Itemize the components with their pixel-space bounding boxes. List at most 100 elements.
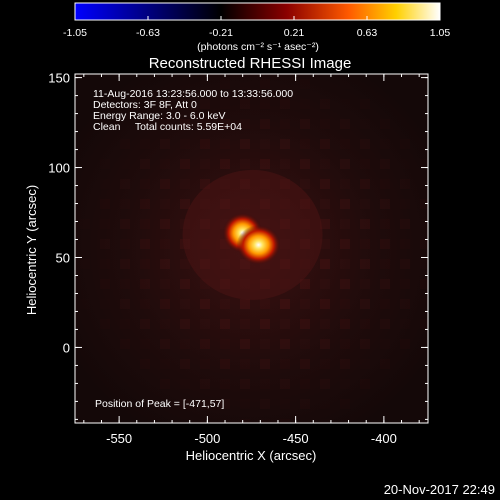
pattern-cell [160,179,170,189]
pattern-cell [340,119,350,129]
pattern-cell [140,299,150,309]
pattern-cell [380,319,390,329]
pattern-cell [140,159,150,169]
info-clean-counts: Clean Total counts: 5.59E+04 [93,121,242,133]
pattern-cell [300,379,310,389]
pattern-cell [360,159,370,169]
pattern-cell [380,299,390,309]
info-energy-range: Energy Range: 3.0 - 6.0 keV [93,110,226,122]
colorbar-tick-label: 1.05 [430,27,451,39]
pattern-cell [340,399,350,409]
pattern-cell [200,319,210,329]
pattern-cell [400,159,410,169]
pattern-cell [120,219,130,229]
pattern-cell [240,339,250,349]
pattern-cell [120,259,130,269]
pattern-cell [180,119,190,129]
pattern-cell [200,119,210,129]
pattern-cell [180,139,190,149]
pattern-cell [340,379,350,389]
x-axis-label: Heliocentric X (arcsec) [186,448,317,463]
info-detectors: Detectors: 3F 8F, Att 0 [93,99,197,111]
pattern-cell [380,359,390,369]
pattern-cell [380,259,390,269]
pattern-cell [160,359,170,369]
pattern-cell [300,319,310,329]
colorbar-unit-label: (photons cm⁻² s⁻¹ asec⁻²) [197,41,319,53]
pattern-cell [380,119,390,129]
pattern-cell [280,159,290,169]
pattern-cell [300,359,310,369]
pattern-cell [380,339,390,349]
pattern-cell [340,299,350,309]
pattern-cell [200,179,210,189]
y-axis-label: Heliocentric Y (arcsec) [24,185,39,315]
pattern-cell [200,279,210,289]
pattern-cell [200,339,210,349]
pattern-cell [340,219,350,229]
pattern-cell [420,199,428,209]
pattern-cell [120,139,130,149]
pattern-cell [320,219,330,229]
x-tick-label: -450 [283,431,309,446]
pattern-cell [360,339,370,349]
pattern-cell [300,79,310,89]
pattern-cell [180,299,190,309]
pattern-cell [340,139,350,149]
pattern-cell [260,79,270,89]
pattern-cell [300,339,310,349]
pattern-cell [100,159,110,169]
pattern-cell [280,339,290,349]
pattern-cell [140,179,150,189]
pattern-cell [200,299,210,309]
pattern-cell [320,279,330,289]
pattern-cell [260,139,270,149]
pattern-cell [300,299,310,309]
pattern-cell [140,199,150,209]
pattern-cell [300,159,310,169]
pattern-cell [320,139,330,149]
pattern-cell [200,359,210,369]
pattern-cell [140,119,150,129]
pattern-cell [260,299,270,309]
pattern-cell [300,99,310,109]
plot-frame [74,73,429,424]
colorbar-tick-label: -0.63 [136,27,160,39]
pattern-cell [140,359,150,369]
pattern-cell [280,319,290,329]
pattern-cell [320,419,330,429]
pattern-cell [180,279,190,289]
pattern-cell [380,179,390,189]
pattern-cell [360,379,370,389]
colorbar-tick-label: 0.63 [357,27,378,39]
pattern-cell [280,379,290,389]
pattern-cell [300,139,310,149]
pattern-cell [380,159,390,169]
pattern-cell [280,419,290,429]
image-area [75,74,428,429]
pattern-cell [420,279,428,289]
pattern-cell [360,359,370,369]
pattern-cell [340,159,350,169]
pattern-cell [100,299,110,309]
pattern-cell [400,179,410,189]
pattern-cell [140,339,150,349]
pattern-cell [200,139,210,149]
pattern-cell [220,399,230,409]
pattern-cell [400,319,410,329]
pattern-cell [320,199,330,209]
colorbar-gradient [74,2,441,21]
pattern-cell [320,319,330,329]
pattern-cell [180,339,190,349]
pattern-cell [260,399,270,409]
pattern-cell [220,359,230,369]
pattern-cell [260,419,270,429]
pattern-cell [320,239,330,249]
pattern-cell [240,319,250,329]
pattern-cell [300,279,310,289]
plot-title: Reconstructed RHESSI Image [149,55,352,72]
y-tick-label: 50 [56,250,70,265]
pattern-cell [380,219,390,229]
pattern-cell [260,119,270,129]
pattern-cell [120,299,130,309]
